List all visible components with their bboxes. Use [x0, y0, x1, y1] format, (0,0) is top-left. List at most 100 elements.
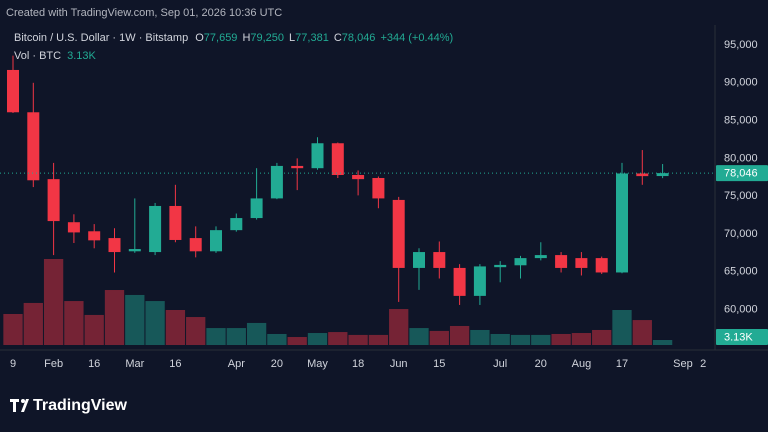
- legend-ohlc-label: O: [195, 32, 204, 44]
- candle-body: [128, 249, 141, 252]
- legend-ohlc-label: H: [242, 32, 250, 44]
- candle-body: [392, 199, 405, 268]
- volume-bar: [23, 302, 43, 345]
- legend-ohlc-label: C: [334, 32, 342, 44]
- candle-body: [453, 267, 466, 296]
- x-tick-label: Jun: [390, 358, 408, 370]
- legend-ohlc-value: 79,250: [250, 32, 284, 44]
- volume-pane: [3, 259, 673, 345]
- candle-body: [555, 255, 568, 268]
- candle-body: [108, 238, 121, 253]
- candle-body: [27, 112, 40, 181]
- x-tick-label: 15: [433, 358, 445, 370]
- legend-ohlc-value: 77,659: [204, 32, 238, 44]
- volume-bar: [165, 309, 186, 345]
- volume-bar: [551, 333, 571, 345]
- volume-bar: [348, 334, 368, 345]
- x-tick-label: 9: [10, 358, 16, 370]
- volume-bar: [206, 328, 226, 345]
- x-tick-label: 2: [700, 358, 706, 370]
- volume-bar: [612, 309, 632, 345]
- candles: [7, 55, 669, 305]
- x-tick-label: Sep: [673, 358, 693, 370]
- candle-body: [372, 178, 385, 199]
- volume-bar: [531, 334, 551, 345]
- y-tick-label: 80,000: [724, 152, 758, 164]
- candle-body: [311, 143, 324, 169]
- volume-bar: [43, 259, 64, 345]
- volume-bar: [145, 301, 165, 345]
- candle-body: [514, 258, 527, 266]
- candle-body: [331, 143, 344, 175]
- x-tick-label: Apr: [228, 358, 245, 370]
- x-tick-label: 16: [169, 358, 181, 370]
- brand: TradingView: [33, 397, 128, 414]
- candle-body: [413, 252, 425, 268]
- volume-legend-value: 3.13K: [67, 50, 96, 62]
- legend-ohlc-value: 77,381: [295, 32, 329, 44]
- last-price-label: 78,046: [724, 168, 758, 180]
- y-tick-label: 65,000: [724, 266, 758, 278]
- candle-body: [230, 218, 243, 231]
- volume-bar: [449, 325, 470, 345]
- legend-ohlc-value: 78,046: [342, 32, 376, 44]
- candle-body: [575, 258, 588, 268]
- x-tick-label: May: [307, 358, 328, 370]
- volume-bar: [571, 333, 592, 345]
- last-price-tag: [716, 165, 768, 182]
- candle-body: [433, 252, 446, 268]
- candle-body: [7, 69, 19, 113]
- volume-bar: [3, 313, 23, 345]
- brand-logo: TradingView: [10, 397, 128, 414]
- candle-body: [636, 173, 649, 177]
- candle-body: [189, 238, 202, 252]
- volume-tag-label: 3.13K: [724, 331, 753, 343]
- volume-bar: [267, 333, 287, 345]
- x-tick-label: Jul: [493, 358, 507, 370]
- volume-bar: [368, 334, 389, 345]
- header: Created with TradingView.com, Sep 01, 20…: [6, 7, 282, 19]
- volume-bar: [84, 314, 104, 345]
- candle-body: [473, 266, 486, 296]
- candle-body: [250, 198, 263, 219]
- volume-bar: [226, 328, 246, 345]
- candle-body: [656, 173, 669, 177]
- logo-dot: [21, 399, 25, 403]
- volume-bar: [490, 333, 510, 345]
- volume-bar: [125, 294, 145, 345]
- volume-tag: [716, 329, 768, 345]
- candle-body: [169, 205, 182, 240]
- volume-bar: [307, 333, 328, 345]
- volume-bar: [632, 320, 652, 345]
- x-tick-label: 16: [88, 358, 100, 370]
- candle-body: [149, 205, 162, 253]
- x-tick-label: Feb: [44, 358, 63, 370]
- x-tick-label: Mar: [125, 358, 144, 370]
- volume-bar: [409, 328, 429, 345]
- volume-bar: [389, 309, 409, 345]
- x-tick-label: Aug: [572, 358, 592, 370]
- candle-body: [210, 230, 222, 252]
- volume-bar: [592, 329, 612, 345]
- volume-bar: [510, 334, 531, 345]
- legend-title: Bitcoin / U.S. Dollar · 1W · Bitstamp: [14, 32, 188, 44]
- y-tick-label: 60,000: [724, 303, 758, 315]
- candle-body: [88, 231, 101, 241]
- x-tick-label: 20: [271, 358, 283, 370]
- volume-bar: [429, 330, 449, 345]
- candle-body: [616, 173, 628, 273]
- candle-body: [494, 264, 507, 268]
- candle-body: [47, 179, 60, 222]
- volume-bar: [470, 329, 490, 345]
- volume-bar: [652, 339, 673, 345]
- volume-legend-label: Vol · BTC: [14, 50, 61, 62]
- volume-legend: Vol · BTC 3.13K: [14, 50, 96, 62]
- volume-bar: [328, 332, 348, 345]
- candle-body: [352, 174, 365, 180]
- x-tick-label: 20: [535, 358, 547, 370]
- x-tick-label: 18: [352, 358, 364, 370]
- candle-body: [291, 165, 304, 169]
- y-tick-label: 70,000: [724, 228, 758, 240]
